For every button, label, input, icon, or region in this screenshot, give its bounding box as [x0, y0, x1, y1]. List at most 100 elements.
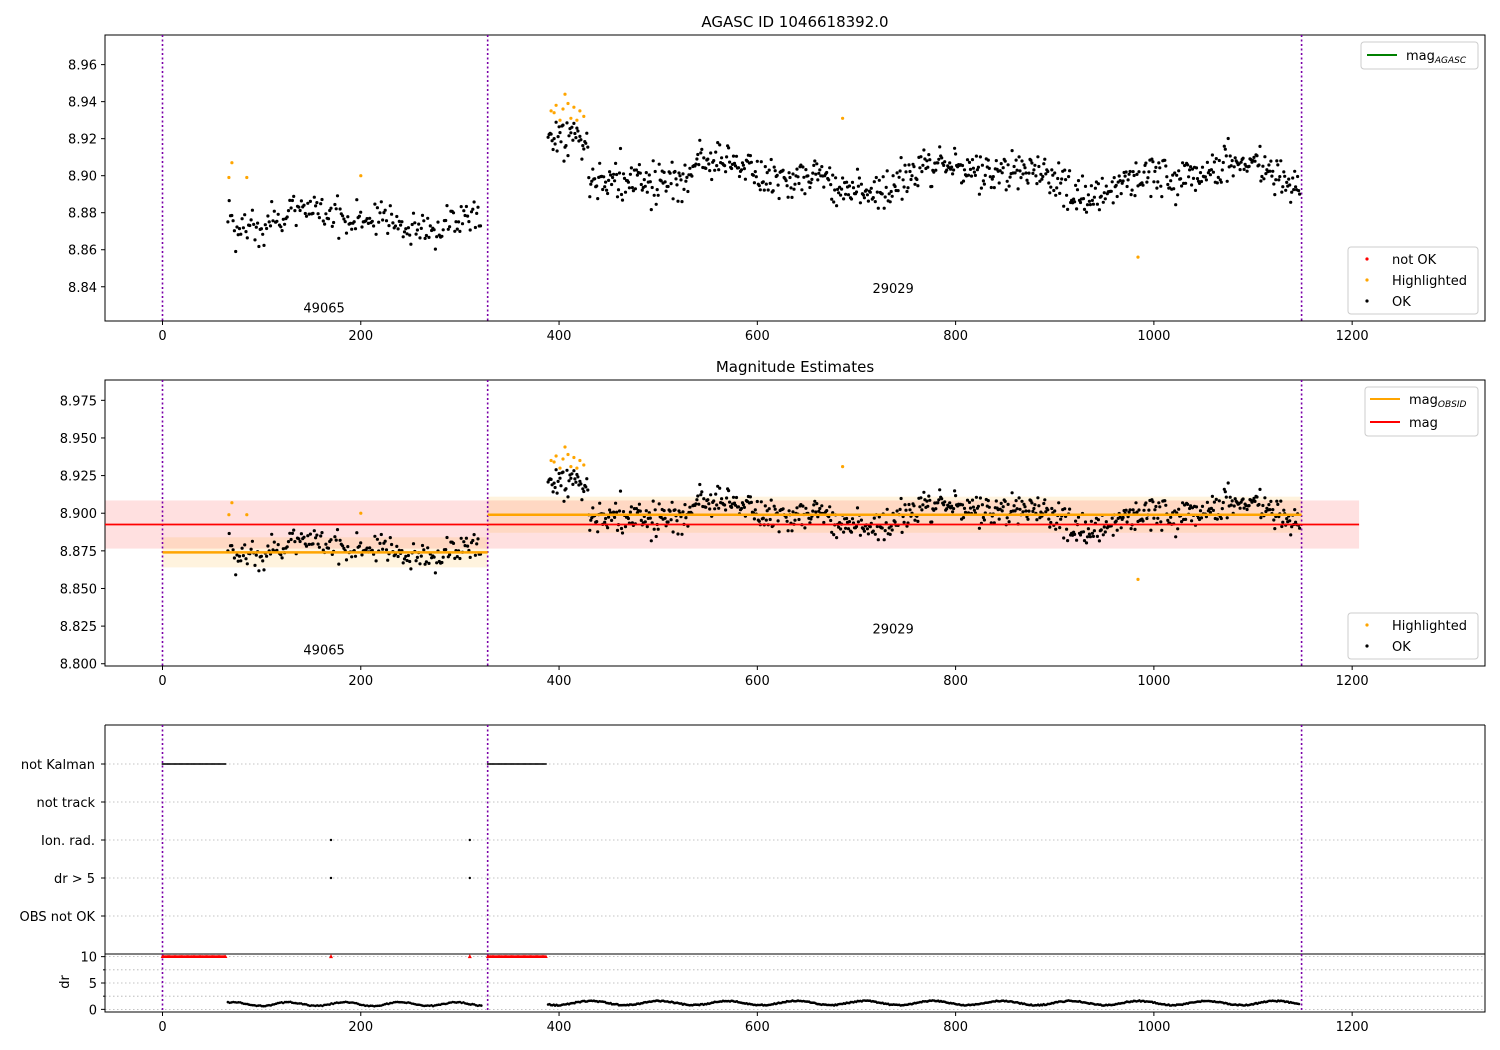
data-point-ok — [393, 224, 398, 228]
data-point-ok — [1149, 194, 1153, 199]
data-point-ok — [234, 573, 238, 577]
data-point-ok — [648, 516, 652, 520]
data-point-ok — [1121, 515, 1125, 520]
data-point-highlighted — [563, 92, 567, 96]
data-point-ok — [276, 543, 280, 547]
data-point-ok — [793, 182, 797, 186]
data-point-ok — [928, 158, 932, 162]
data-point-ok — [357, 544, 361, 548]
data-point-ok — [620, 198, 625, 202]
data-point-ok — [1203, 175, 1207, 179]
flag-marker — [545, 763, 547, 765]
data-point-ok — [427, 561, 431, 566]
data-point-ok — [877, 178, 881, 182]
data-point-ok — [1075, 207, 1079, 211]
x-tick-label: 0 — [158, 329, 166, 344]
data-point-ok — [1134, 161, 1138, 165]
data-point-ok — [1102, 191, 1106, 195]
data-point-ok — [1255, 495, 1259, 499]
data-point-ok — [375, 206, 379, 210]
data-point-ok — [1149, 528, 1153, 532]
data-point-ok — [359, 210, 363, 214]
data-point-ok — [814, 510, 818, 514]
data-point-ok — [1270, 174, 1274, 178]
data-point-ok — [315, 533, 319, 537]
data-point-ok — [682, 187, 686, 191]
data-point-ok — [1293, 169, 1297, 173]
data-point-ok — [1130, 188, 1134, 192]
data-point-ok — [1090, 198, 1094, 202]
data-point-ok — [1025, 515, 1029, 519]
data-point-ok — [320, 197, 324, 202]
data-point-ok — [1036, 496, 1040, 500]
data-point-ok — [919, 155, 923, 159]
data-point-ok — [1017, 155, 1021, 159]
data-point-ok — [1163, 158, 1167, 162]
data-point-ok — [696, 152, 700, 157]
data-point-ok — [1169, 515, 1173, 519]
data-point-ok — [285, 215, 289, 219]
data-point-ok — [1153, 508, 1157, 512]
data-point-ok — [227, 531, 231, 536]
data-point-ok — [611, 175, 615, 180]
data-point-ok — [979, 186, 984, 190]
data-point-ok — [1190, 519, 1194, 523]
data-point-ok — [402, 557, 407, 561]
data-point-ok — [847, 184, 852, 188]
data-point-ok — [825, 170, 829, 175]
data-point-ok — [1047, 517, 1051, 521]
y-tick-label: 8.850 — [60, 582, 97, 597]
data-point-ok — [948, 161, 952, 165]
data-point-ok — [966, 173, 971, 177]
data-point-ok — [649, 208, 653, 212]
data-point-ok — [1026, 517, 1030, 521]
data-point-ok — [267, 220, 271, 224]
data-point-ok — [276, 212, 280, 216]
data-point-ok — [338, 538, 342, 542]
data-point-ok — [903, 503, 907, 507]
data-point-ok — [903, 163, 907, 167]
data-point-highlighted — [554, 103, 558, 107]
data-point-ok — [555, 491, 559, 495]
data-point-ok — [610, 182, 614, 187]
data-point-ok — [845, 516, 849, 521]
data-point-ok — [1080, 174, 1085, 178]
data-point-ok — [739, 506, 744, 511]
data-point-ok — [414, 559, 418, 563]
data-point-ok — [651, 499, 655, 503]
data-point-ok — [1218, 178, 1222, 182]
data-point-ok — [962, 168, 967, 172]
data-point-ok — [580, 157, 584, 161]
data-point-ok — [927, 494, 931, 498]
data-point-ok — [1280, 190, 1284, 194]
data-point-ok — [657, 162, 661, 166]
data-point-ok — [653, 508, 657, 512]
data-point-ok — [1042, 162, 1046, 166]
data-point-ok — [593, 177, 597, 181]
data-point-ok — [1224, 154, 1228, 158]
data-point-ok — [549, 477, 553, 481]
data-point-ok — [472, 533, 476, 537]
data-point-ok — [1298, 526, 1302, 530]
data-point-highlighted — [578, 458, 582, 463]
data-point-ok — [1072, 197, 1076, 201]
data-point-ok — [1188, 506, 1192, 511]
data-point-ok — [1221, 500, 1225, 505]
data-point-ok — [1046, 508, 1050, 512]
data-point-ok — [1137, 170, 1141, 174]
data-point-ok — [1006, 502, 1010, 506]
y-tick-label: 8.88 — [68, 207, 97, 222]
data-point-ok — [1067, 175, 1071, 179]
data-point-ok — [455, 555, 459, 559]
legend-label-ok: OK — [1392, 640, 1411, 655]
data-point-ok — [271, 548, 275, 552]
dr-data-point — [285, 1000, 289, 1004]
data-point-ok — [1291, 176, 1295, 180]
data-point-ok — [473, 553, 477, 557]
data-point-ok — [1017, 496, 1021, 500]
data-point-ok — [748, 154, 753, 158]
data-point-ok — [948, 501, 952, 505]
data-point-ok — [1065, 527, 1069, 531]
data-point-ok — [1131, 508, 1135, 512]
data-point-ok — [478, 224, 483, 228]
